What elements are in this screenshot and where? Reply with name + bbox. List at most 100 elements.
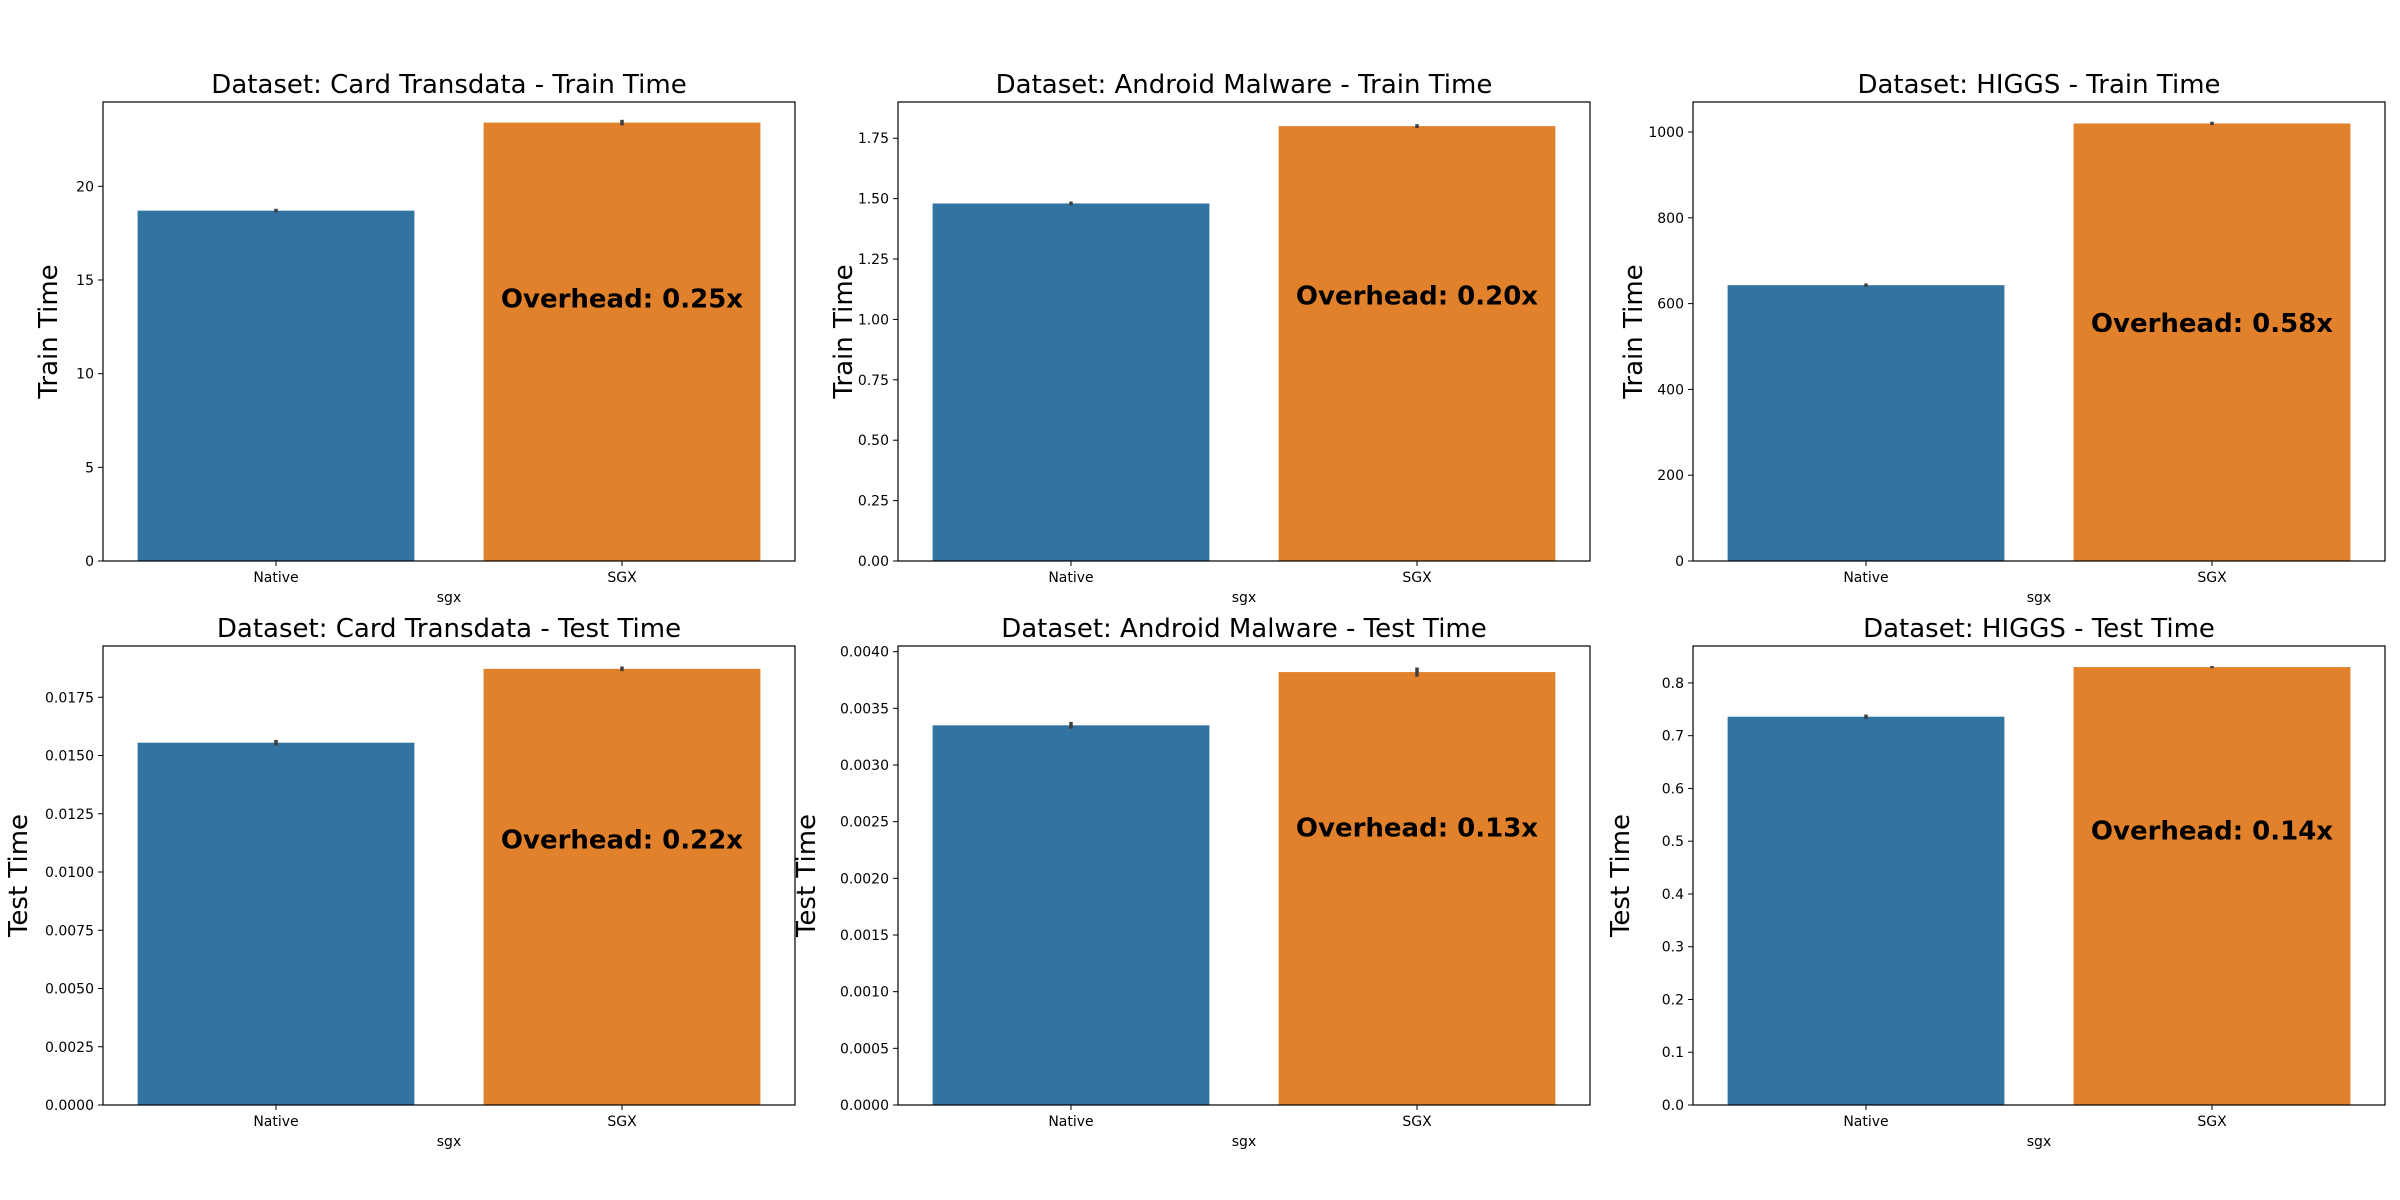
y-axis-label: Test Time	[4, 814, 34, 938]
overhead-annotation: Overhead: 0.22x	[501, 825, 743, 855]
y-tick-label: 0.0175	[45, 690, 94, 706]
axes-frame	[1692, 101, 2386, 562]
bar-native	[932, 203, 1210, 561]
bar-sgx	[483, 668, 761, 1105]
y-axis-label: Test Time	[792, 814, 822, 938]
y-tick-label: 0.1	[1662, 1045, 1684, 1061]
y-tick-label: 0.25	[858, 494, 889, 510]
y-tick-label: 200	[1657, 468, 1684, 484]
y-tick-label: 0.75	[858, 373, 889, 389]
y-tick-label: 1.75	[858, 131, 889, 147]
chart-title: Dataset: HIGGS - Train Time	[1857, 70, 2220, 100]
y-tick-label: 0.0025	[45, 1040, 94, 1056]
chart-panel: Dataset: Android Malware - Train Time Nat…	[829, 70, 1591, 606]
y-tick-label: 0.0020	[840, 871, 889, 887]
y-tick-label: 15	[76, 273, 94, 289]
x-tick-label: SGX	[1402, 1114, 1432, 1130]
chart-panel: Dataset: HIGGS - Train Time Native SGX Over…	[1619, 70, 2386, 606]
x-axis-label: sgx	[437, 1134, 461, 1150]
x-tick-label: SGX	[607, 1114, 637, 1130]
y-tick-label: 0.0025	[840, 815, 889, 831]
chart-title: Dataset: HIGGS - Test Time	[1863, 614, 2215, 644]
y-tick-label: 0.0030	[840, 758, 889, 774]
y-tick-label: 0.2	[1662, 992, 1684, 1008]
bar-sgx	[2073, 667, 2351, 1105]
axes-frame	[897, 101, 1591, 562]
y-tick-label: 400	[1657, 382, 1684, 398]
overhead-annotation: Overhead: 0.14x	[2091, 817, 2333, 847]
y-tick-label: 0.0075	[45, 923, 94, 939]
y-axis-label: Test Time	[1606, 814, 1636, 938]
y-tick-label: 0.3	[1662, 940, 1684, 956]
y-tick-label: 800	[1657, 211, 1684, 227]
axes-frame	[102, 101, 796, 562]
y-tick-label: 1.25	[858, 252, 889, 268]
y-tick-label: 0.0005	[840, 1041, 889, 1057]
x-tick-label: SGX	[2197, 1114, 2227, 1130]
y-tick-label: 0.0040	[840, 645, 889, 661]
y-axis-label: Train Time	[34, 264, 64, 399]
x-tick-label: Native	[1843, 1114, 1888, 1130]
chart-panel: Dataset: Card Transdata - Train Time Nati…	[34, 70, 796, 606]
chart-panel: Dataset: Android Malware - Test Time Nati…	[792, 614, 1591, 1150]
axes-frame	[102, 645, 796, 1106]
y-axis-label: Train Time	[829, 264, 859, 399]
y-tick-label: 0.0100	[45, 865, 94, 881]
y-tick-label: 5	[85, 460, 94, 476]
y-tick-label: 0.0	[1662, 1098, 1684, 1114]
chart-title: Dataset: Android Malware - Train Time	[996, 70, 1493, 100]
chart-title: Dataset: Card Transdata - Train Time	[211, 70, 686, 100]
axes-frame	[1692, 645, 2386, 1106]
x-axis-label: sgx	[437, 590, 461, 606]
x-axis-label: sgx	[1232, 1134, 1256, 1150]
y-axis-label: Train Time	[1619, 264, 1649, 399]
y-tick-label: 0.0050	[45, 982, 94, 998]
y-tick-label: 0.0125	[45, 807, 94, 823]
chart-title: Dataset: Card Transdata - Test Time	[217, 614, 681, 644]
y-tick-label: 20	[76, 179, 94, 195]
overhead-annotation: Overhead: 0.20x	[1296, 281, 1538, 311]
x-tick-label: Native	[253, 570, 298, 586]
axes-frame	[897, 645, 1591, 1106]
y-tick-label: 0.0035	[840, 701, 889, 717]
overhead-annotation: Overhead: 0.25x	[501, 285, 743, 315]
y-tick-label: 0.50	[858, 433, 889, 449]
x-tick-label: Native	[1843, 570, 1888, 586]
x-tick-label: Native	[253, 1114, 298, 1130]
x-axis-label: sgx	[2027, 590, 2051, 606]
y-tick-label: 0.6	[1662, 781, 1684, 797]
bar-native	[932, 725, 1210, 1105]
y-tick-label: 0.7	[1662, 729, 1684, 745]
x-axis-label: sgx	[1232, 590, 1256, 606]
bar-sgx	[2073, 123, 2351, 561]
y-tick-label: 0.5	[1662, 834, 1684, 850]
y-tick-label: 0	[85, 554, 94, 570]
y-tick-label: 0.0000	[840, 1098, 889, 1114]
chart-panel: Dataset: Card Transdata - Test Time Nativ…	[4, 614, 796, 1150]
y-tick-label: 0.0010	[840, 985, 889, 1001]
y-tick-label: 0.00	[858, 554, 889, 570]
x-tick-label: SGX	[1402, 570, 1432, 586]
y-tick-label: 10	[76, 367, 94, 383]
y-tick-label: 1.00	[858, 312, 889, 328]
bar-native	[1727, 716, 2005, 1105]
overhead-annotation: Overhead: 0.13x	[1296, 813, 1538, 843]
y-tick-label: 0.8	[1662, 676, 1684, 692]
y-tick-label: 0.0015	[840, 928, 889, 944]
bar-sgx	[483, 122, 761, 562]
y-tick-label: 0	[1675, 554, 1684, 570]
x-tick-label: Native	[1048, 570, 1093, 586]
bar-native	[137, 742, 415, 1105]
y-tick-label: 0.4	[1662, 887, 1684, 903]
bar-native	[137, 210, 415, 561]
overhead-annotation: Overhead: 0.58x	[2091, 309, 2333, 339]
chart-title: Dataset: Android Malware - Test Time	[1001, 614, 1487, 644]
x-axis-label: sgx	[2027, 1134, 2051, 1150]
bar-native	[1727, 285, 2005, 561]
bar-sgx	[1278, 672, 1556, 1105]
y-tick-label: 1.50	[858, 192, 889, 208]
bar-sgx	[1278, 126, 1556, 561]
chart-panel: Dataset: HIGGS - Test Time Native SGX Overh…	[1606, 614, 2386, 1150]
y-tick-label: 0.0000	[45, 1098, 94, 1114]
